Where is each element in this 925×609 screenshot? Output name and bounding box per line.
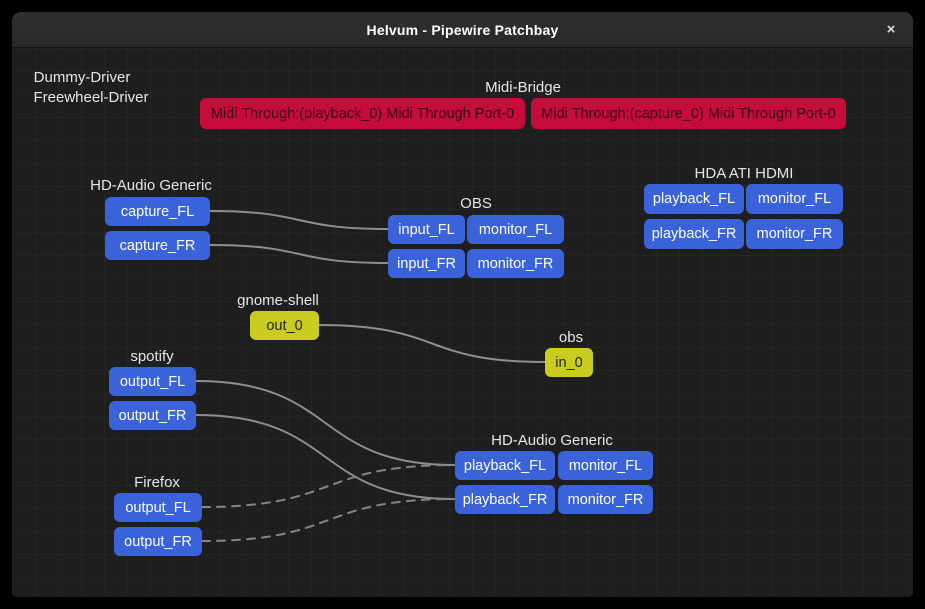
spotify-port-output-fr[interactable]: output_FR: [109, 401, 196, 430]
hd-audio-generic-capture-label[interactable]: HD-Audio Generic: [90, 177, 212, 194]
hda-ati-hdmi-port-playback-fl[interactable]: playback_FL: [644, 184, 744, 214]
hda-ati-hdmi-port-playback-fr[interactable]: playback_FR: [644, 219, 744, 249]
hd-audio-generic-playback-port-monitor-fr[interactable]: monitor_FR: [558, 485, 653, 514]
gnome-shell-port-out-0[interactable]: out_0: [250, 311, 319, 340]
spotify-label[interactable]: spotify: [130, 348, 174, 365]
hd-audio-generic-playback-label[interactable]: HD-Audio Generic: [491, 432, 613, 449]
hd-audio-generic-capture-port-capture-fr[interactable]: capture_FR: [105, 231, 210, 260]
firefox-port-output-fr[interactable]: output_FR: [114, 527, 202, 556]
firefox-label[interactable]: Firefox: [134, 474, 180, 491]
link-firefox-output-fr-to-hd-audio-generic-playback-playback-fr[interactable]: [201, 498, 456, 542]
hd-audio-generic-playback-port-monitor-fl[interactable]: monitor_FL: [558, 451, 653, 480]
close-icon[interactable]: ×: [879, 18, 903, 42]
link-spotify-output-fl-to-hd-audio-generic-playback-playback-fl[interactable]: [195, 380, 456, 466]
obs-recorder-port-monitor-fl[interactable]: monitor_FL: [467, 215, 564, 244]
links-layer: [195, 210, 546, 542]
dummy-driver-label[interactable]: Dummy-Driver: [33, 69, 131, 86]
obs-recorder-port-input-fl[interactable]: input_FL: [388, 215, 465, 244]
hd-audio-generic-playback-port-playback-fl[interactable]: playback_FL: [455, 451, 555, 480]
link-hd-audio-generic-capture-capture-fr-to-obs-recorder-input-fr[interactable]: [209, 244, 389, 264]
app-window: Helvum - Pipewire Patchbay × Dummy-Drive…: [12, 12, 913, 597]
gnome-shell-label[interactable]: gnome-shell: [237, 292, 319, 309]
window-title: Helvum - Pipewire Patchbay: [366, 21, 559, 38]
hda-ati-hdmi-label[interactable]: HDA ATI HDMI: [694, 165, 794, 182]
link-firefox-output-fl-to-hd-audio-generic-playback-playback-fl[interactable]: [201, 464, 456, 508]
obs-recorder-port-monitor-fr[interactable]: monitor_FR: [467, 249, 564, 278]
obs-capture-label[interactable]: obs: [558, 329, 584, 346]
midi-bridge-label[interactable]: Midi-Bridge: [485, 79, 561, 96]
midi-bridge-port-midi-through-playback-0-midi-through-port-0[interactable]: Midi Through:(playback_0) Midi Through P…: [200, 98, 525, 129]
freewheel-driver-label[interactable]: Freewheel-Driver: [33, 89, 149, 106]
firefox-port-output-fl[interactable]: output_FL: [114, 493, 202, 522]
obs-capture-port-in-0[interactable]: in_0: [545, 348, 593, 377]
link-gnome-shell-out-0-to-obs-capture-in-0[interactable]: [318, 324, 546, 363]
link-hd-audio-generic-capture-capture-fl-to-obs-recorder-input-fl[interactable]: [209, 210, 389, 230]
link-spotify-output-fr-to-hd-audio-generic-playback-playback-fr[interactable]: [195, 414, 456, 500]
patchbay-canvas[interactable]: Dummy-Driver Freewheel-Driver Midi-Bridge M…: [12, 48, 913, 597]
midi-bridge-port-midi-through-capture-0-midi-through-port-0[interactable]: Midi Through:(capture_0) Midi Through Po…: [531, 98, 846, 129]
hda-ati-hdmi-port-monitor-fl[interactable]: monitor_FL: [746, 184, 843, 214]
titlebar[interactable]: Helvum - Pipewire Patchbay ×: [12, 12, 913, 48]
obs-recorder-label[interactable]: OBS: [460, 195, 492, 212]
spotify-port-output-fl[interactable]: output_FL: [109, 367, 196, 396]
obs-recorder-port-input-fr[interactable]: input_FR: [388, 249, 465, 278]
hda-ati-hdmi-port-monitor-fr[interactable]: monitor_FR: [746, 219, 843, 249]
hd-audio-generic-capture-port-capture-fl[interactable]: capture_FL: [105, 197, 210, 226]
hd-audio-generic-playback-port-playback-fr[interactable]: playback_FR: [455, 485, 555, 514]
